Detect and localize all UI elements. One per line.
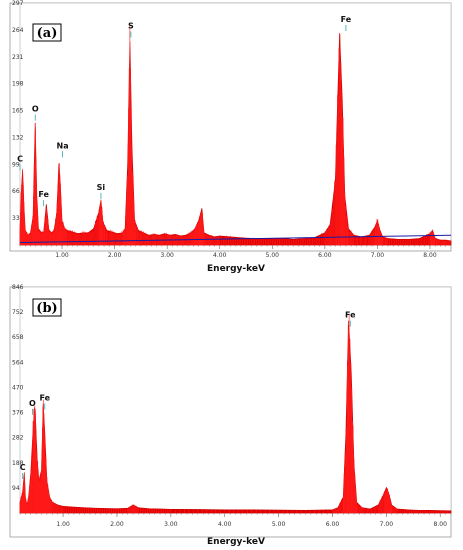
x-tick-label: 5.00: [266, 252, 280, 259]
y-tick-label: 33: [12, 215, 20, 222]
peak-label: S: [128, 22, 134, 31]
x-tick-label: 3.00: [160, 252, 174, 259]
eds-panel-a: 33 66 99 132 165 198 231 264 297 1.00 2.00 3.00 4.0…: [9, 0, 452, 274]
x-tick-label: 2.00: [110, 521, 124, 528]
y-tick-label: 264: [12, 27, 24, 34]
y-tick-label: 846: [12, 284, 24, 291]
peak-label: Na: [57, 141, 69, 150]
x-tick-label: 4.00: [213, 252, 227, 259]
y-tick-label: 165: [12, 108, 24, 115]
x-tick-label: 6.00: [318, 252, 332, 259]
y-tick-label: 282: [12, 435, 24, 442]
peak-label: Fe: [341, 15, 352, 24]
panel-a-plot-area: [19, 2, 452, 246]
x-tick-label: 4.00: [218, 521, 232, 528]
x-tick-label: 8.00: [423, 252, 437, 259]
panel-a-x-axis-label: Energy-keV: [207, 264, 265, 274]
peak-label: Fe: [39, 393, 50, 402]
eds-panel-b: 94 188 282 376 470 564 658 752 846 1.00 2.00 3.00 4…: [9, 284, 452, 547]
peak-label: C: [17, 154, 23, 163]
panel-b-label-box: [32, 298, 62, 317]
peak-label: Fe: [345, 311, 356, 320]
x-tick-label: 3.00: [164, 521, 178, 528]
panel-a-label: (a): [37, 26, 58, 41]
peak-label: O: [32, 105, 39, 114]
x-tick-label: 6.00: [326, 521, 340, 528]
panel-b-plot-area: [19, 286, 452, 514]
x-tick-label: 1.00: [55, 252, 69, 259]
y-tick-label: 188: [12, 460, 24, 467]
x-tick-label: 5.00: [272, 521, 286, 528]
peak-label: Fe: [38, 190, 49, 199]
panel-b-label: (b): [36, 301, 57, 316]
y-tick-label: 231: [12, 54, 24, 61]
panel-a-label-box: [32, 23, 62, 42]
y-tick-label: 132: [12, 134, 24, 141]
y-tick-label: 564: [12, 359, 24, 366]
x-tick-label: 7.00: [380, 521, 394, 528]
x-tick-label: 8.00: [434, 521, 448, 528]
panel-b-x-axis-label: Energy-keV: [207, 537, 265, 547]
y-tick-label: 297: [12, 0, 24, 7]
y-tick-label: 66: [12, 188, 20, 195]
y-tick-label: 658: [12, 334, 24, 341]
x-tick-label: 2.00: [108, 252, 122, 259]
x-tick-label: 1.00: [56, 521, 70, 528]
y-tick-label: 99: [12, 161, 20, 168]
y-tick-label: 752: [12, 309, 24, 316]
y-tick-label: 470: [12, 384, 24, 391]
peak-label: C: [20, 463, 26, 472]
background-fit-line: [19, 234, 452, 244]
peak-label: Si: [97, 183, 106, 192]
y-tick-label: 94: [12, 485, 20, 492]
x-tick-label: 7.00: [371, 252, 385, 259]
peak-label: O: [29, 399, 36, 408]
y-tick-label: 376: [12, 410, 24, 417]
y-tick-label: 198: [12, 81, 24, 88]
